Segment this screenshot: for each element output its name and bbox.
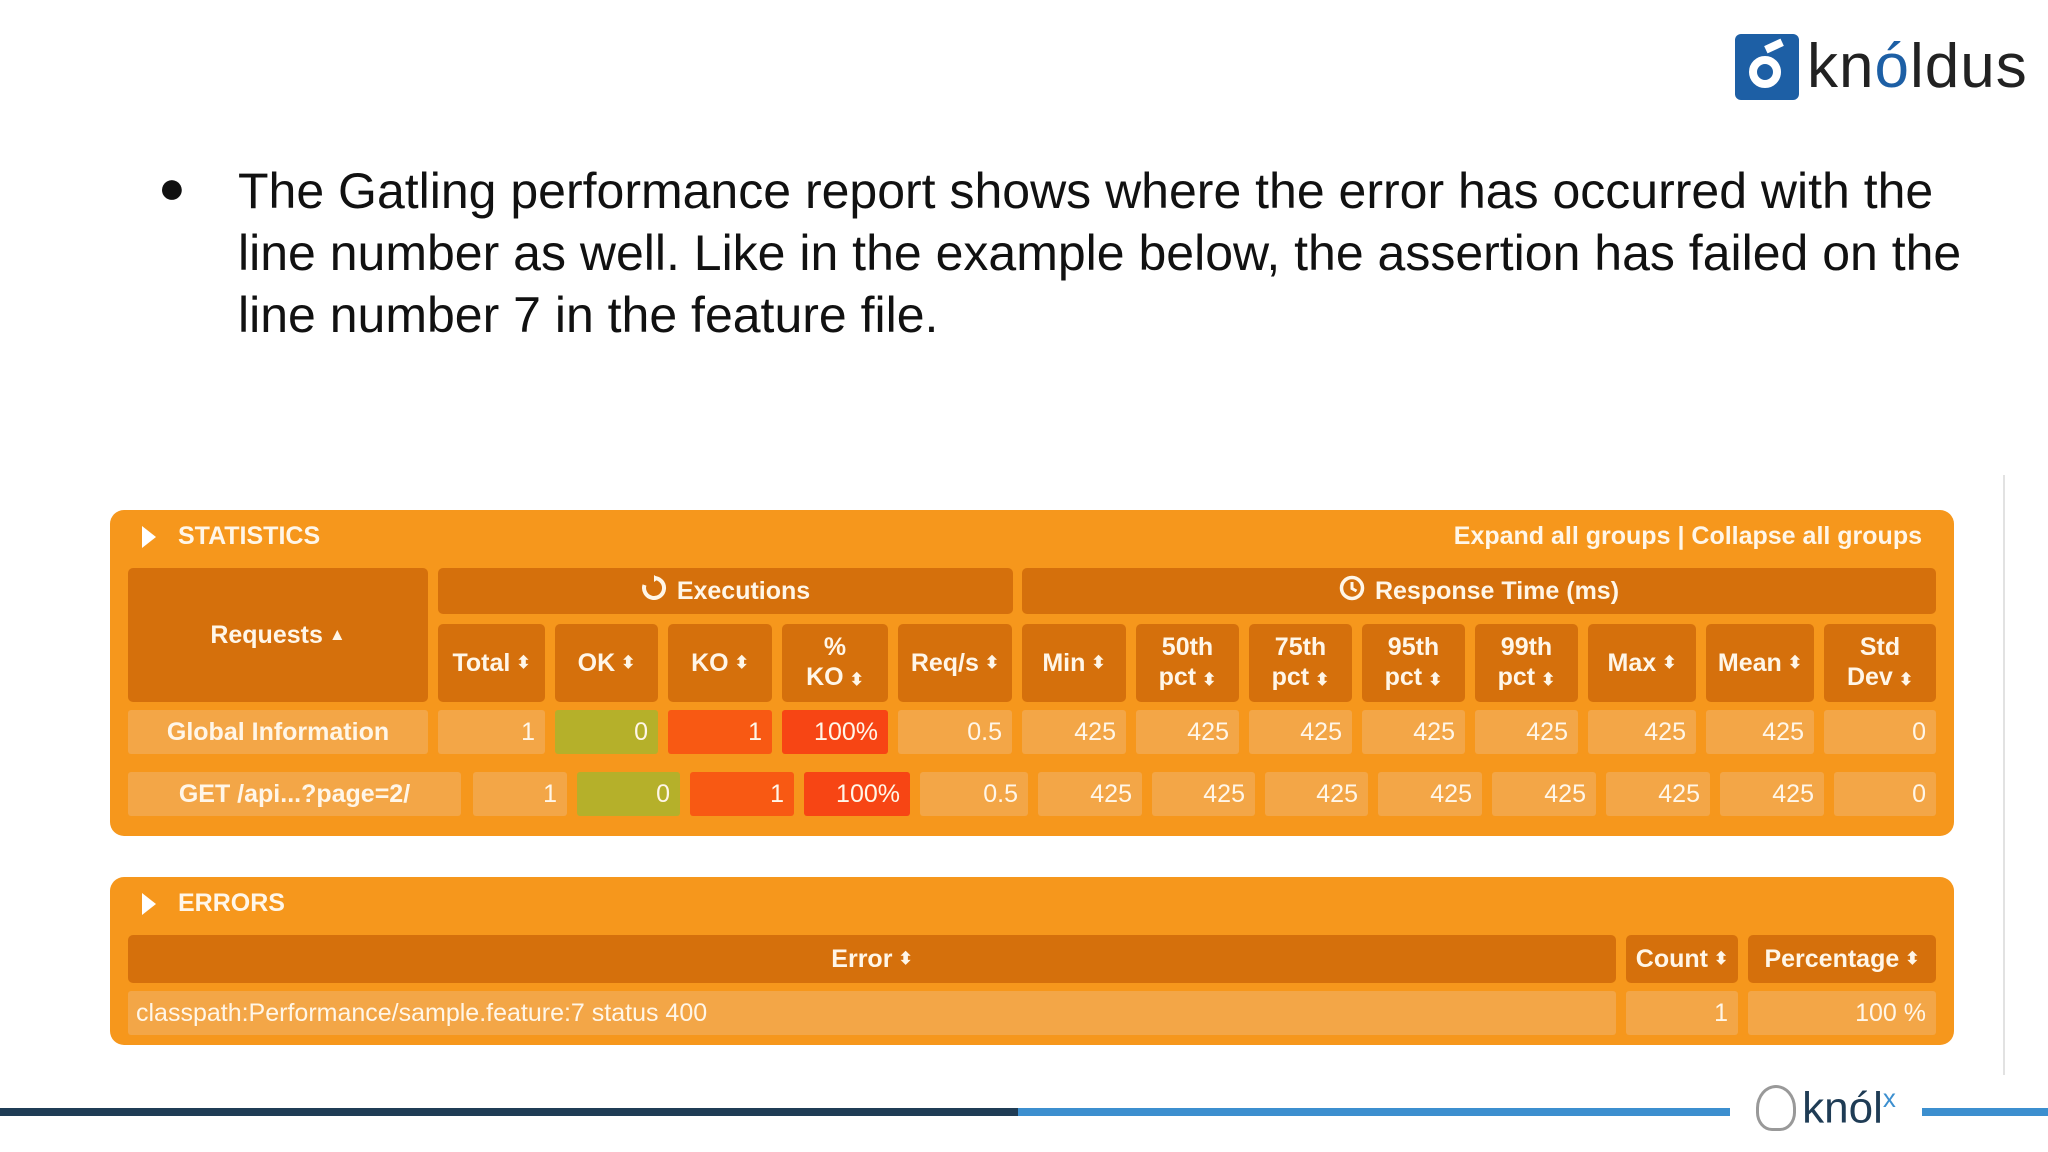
p50-value: 425 [1136, 710, 1239, 754]
group-links: Expand all groups | Collapse all groups [1454, 522, 1922, 551]
column-header-p99[interactable]: 99th pct ⬍ [1475, 624, 1578, 702]
sort-icon: ⬍ [1202, 669, 1217, 689]
total-value: 1 [473, 772, 567, 816]
column-header-ko[interactable]: KO ⬍ [668, 624, 772, 702]
errors-title: ERRORS [178, 889, 285, 917]
sort-icon: ⬍ [898, 949, 913, 968]
footer-bar-dark [0, 1108, 1018, 1116]
response-time-header: Response Time (ms) [1022, 568, 1936, 614]
sort-icon: ⬍ [849, 669, 864, 689]
reqs-value: 0.5 [898, 710, 1012, 754]
executions-header: Executions [438, 568, 1013, 614]
requests-header[interactable]: Requests ▲ [128, 568, 428, 702]
triangle-right-icon [142, 892, 156, 915]
sort-icon: ⬍ [1662, 653, 1677, 672]
ok-value: 0 [577, 772, 680, 816]
refresh-icon [641, 574, 667, 608]
errors-panel: ERRORS Error ⬍ Count ⬍ Percentage ⬍ classpa… [110, 877, 1954, 1045]
mean-value: 425 [1706, 710, 1814, 754]
knoldus-logo-text: knóldus [1807, 32, 2028, 101]
sort-icon: ⬍ [1905, 949, 1920, 968]
request-name[interactable]: GET /api...?page=2/ [128, 772, 461, 816]
knoldus-logo-mark [1735, 34, 1799, 100]
knoldus-logo: knóldus [1735, 34, 2028, 100]
p95-value: 425 [1378, 772, 1482, 816]
p50-value: 425 [1152, 772, 1255, 816]
triangle-right-icon [142, 525, 156, 548]
column-header-min[interactable]: Min ⬍ [1022, 624, 1126, 702]
column-header-mean[interactable]: Mean ⬍ [1706, 624, 1814, 702]
sort-icon: ⬍ [621, 653, 636, 672]
column-header-count[interactable]: Count ⬍ [1626, 935, 1738, 983]
ko-value: 1 [668, 710, 772, 754]
mean-value: 425 [1720, 772, 1824, 816]
slide-paragraph: The Gatling performance report shows whe… [238, 163, 1962, 343]
max-value: 425 [1588, 710, 1696, 754]
sort-icon: ⬍ [984, 653, 1000, 672]
link-separator: | [1677, 522, 1685, 550]
max-value: 425 [1606, 772, 1710, 816]
knolx-logo: knólx [1730, 1070, 1922, 1146]
sort-icon: ⬍ [1787, 653, 1803, 672]
column-header-error[interactable]: Error ⬍ [128, 935, 1616, 983]
total-value: 1 [438, 710, 545, 754]
std-dev-value: 0 [1834, 772, 1936, 816]
footer-bar-light [1018, 1108, 2048, 1116]
column-header-max[interactable]: Max ⬍ [1588, 624, 1696, 702]
divider [2003, 475, 2005, 1075]
column-header-std-dev[interactable]: Std Dev ⬍ [1824, 624, 1936, 702]
column-header-percentage[interactable]: Percentage ⬍ [1748, 935, 1936, 983]
min-value: 425 [1038, 772, 1142, 816]
p75-value: 425 [1249, 710, 1352, 754]
errors-toggle[interactable]: ERRORS [142, 889, 285, 918]
column-header-p75[interactable]: 75th pct ⬍ [1249, 624, 1352, 702]
statistics-title: STATISTICS [178, 522, 321, 550]
error-message: classpath:Performance/sample.feature:7 s… [128, 991, 1616, 1035]
error-percentage: 100 % [1748, 991, 1936, 1035]
head-icon [1756, 1085, 1797, 1131]
ok-value: 0 [555, 710, 658, 754]
expand-all-link[interactable]: Expand all groups [1453, 522, 1671, 550]
column-header-p95[interactable]: 95th pct ⬍ [1362, 624, 1465, 702]
knolx-logo-text: knólx [1802, 1082, 1896, 1133]
reqs-value: 0.5 [920, 772, 1028, 816]
min-value: 425 [1022, 710, 1126, 754]
collapse-all-link[interactable]: Collapse all groups [1691, 522, 1922, 550]
column-header-pct-ko[interactable]: % KO ⬍ [782, 624, 888, 702]
sort-icon: ⬍ [1713, 949, 1729, 968]
bullet-point: ● [158, 161, 186, 213]
sort-icon: ⬍ [1315, 669, 1330, 689]
request-name: Global Information [128, 710, 428, 754]
std-dev-value: 0 [1824, 710, 1936, 754]
statistics-toggle[interactable]: STATISTICS [142, 522, 320, 551]
statistics-panel: STATISTICS Expand all groups | Collapse … [110, 510, 1954, 836]
sort-icon: ⬍ [734, 653, 749, 672]
sort-icon: ⬍ [1428, 669, 1443, 689]
sort-asc-icon: ▲ [328, 625, 346, 644]
p99-value: 425 [1475, 710, 1578, 754]
p95-value: 425 [1362, 710, 1465, 754]
clock-icon [1339, 575, 1365, 608]
sort-icon: ⬍ [1091, 653, 1106, 672]
sort-icon: ⬍ [1898, 669, 1914, 689]
ko-value: 1 [690, 772, 794, 816]
p99-value: 425 [1492, 772, 1596, 816]
column-header-reqs[interactable]: Req/s ⬍ [898, 624, 1012, 702]
sort-icon: ⬍ [1541, 669, 1556, 689]
sort-icon: ⬍ [516, 653, 531, 672]
p75-value: 425 [1265, 772, 1368, 816]
column-header-p50[interactable]: 50th pct ⬍ [1136, 624, 1239, 702]
pct-ko-value: 100% [804, 772, 910, 816]
column-header-ok[interactable]: OK ⬍ [555, 624, 658, 702]
pct-ko-value: 100% [782, 710, 888, 754]
column-header-total[interactable]: Total ⬍ [438, 624, 545, 702]
error-count: 1 [1626, 991, 1738, 1035]
